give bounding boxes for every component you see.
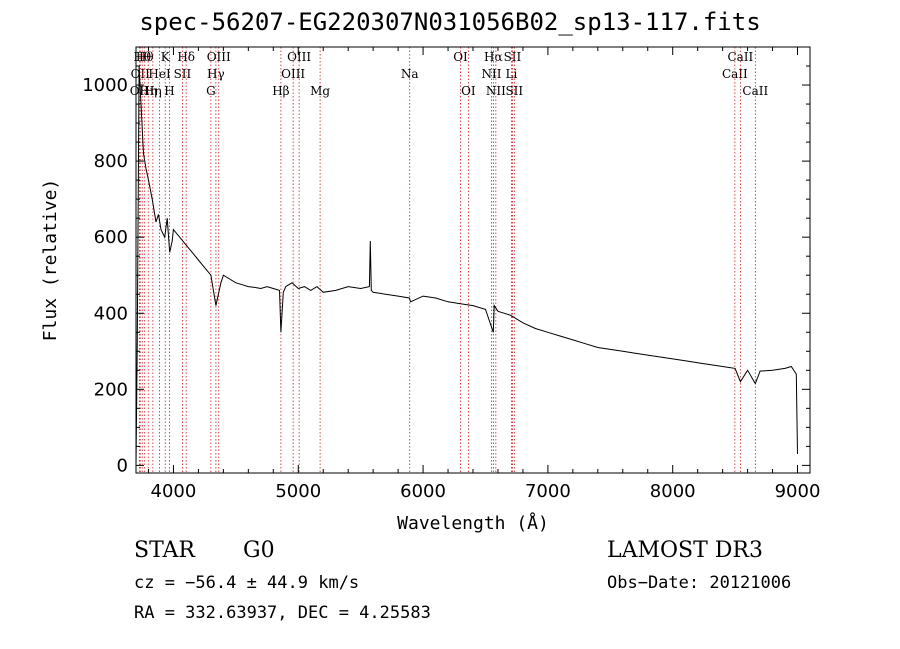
x-tick-label-2: 6000 <box>400 481 446 502</box>
line-label-29: CaII <box>742 84 768 98</box>
line-label-28: CaII <box>727 50 753 64</box>
line-label-27: CaII <box>722 67 748 81</box>
x-tick-label-5: 9000 <box>775 481 821 502</box>
x-tick-label-0: 4000 <box>151 481 197 502</box>
line-label-7: K <box>161 50 171 64</box>
y-tick-label-1: 200 <box>94 379 128 400</box>
line-label-21: NII <box>481 67 501 81</box>
line-label-0: OII <box>130 84 150 98</box>
y-axis-label: Flux (relative) <box>40 179 61 342</box>
line-label-2: Hθ <box>133 50 151 64</box>
line-label-9: SII <box>174 67 192 81</box>
line-label-10: Hδ <box>177 50 195 64</box>
line-label-14: Hβ <box>272 84 289 98</box>
line-label-24: Li <box>506 67 518 81</box>
line-label-12: Hγ <box>207 67 225 81</box>
line-label-23: NII <box>486 84 506 98</box>
x-axis-label: Wavelength (Å) <box>397 512 549 534</box>
obs-date: Obs−Date: 20121006 <box>607 573 792 593</box>
object-class: STAR <box>134 538 195 563</box>
line-label-22: Hα <box>484 50 503 64</box>
coordinates-text: RA = 332.63937, DEC = 4.25583 <box>134 603 431 623</box>
y-tick-label-4: 800 <box>94 151 128 172</box>
line-label-17: Mg <box>310 84 330 98</box>
line-label-19: OI <box>453 50 468 64</box>
line-label-15: OIII <box>281 67 305 81</box>
redshift-text: cz = −56.4 ± 44.9 km/s <box>134 573 360 593</box>
line-label-5: Hη <box>144 84 162 98</box>
plot-frame <box>135 46 811 474</box>
series-group <box>135 65 798 466</box>
y-tick-label-3: 600 <box>94 227 128 248</box>
chart-title: spec-56207-EG220307N031056B02_sp13-117.f… <box>139 8 761 36</box>
spectral-line-markers: OIIOIIHθHθHηHηHeIKHSIIHδGHγOIIIHβOIIIOII… <box>130 47 768 473</box>
line-label-8: H <box>164 84 174 98</box>
line-label-6: HeI <box>148 67 171 81</box>
line-label-25: SII <box>504 50 522 64</box>
x-tick-label-4: 8000 <box>650 481 696 502</box>
x-axis: 4000 5000 6000 7000 8000 9000 <box>147 47 821 502</box>
line-label-4: Hη <box>139 84 157 98</box>
line-label-26: SII <box>505 84 523 98</box>
y-tick-label-0: 0 <box>117 455 128 476</box>
line-label-3: Hθ <box>136 50 154 64</box>
survey-name: LAMOST DR3 <box>607 538 763 563</box>
line-label-11: G <box>206 84 216 98</box>
line-label-20: OI <box>461 84 476 98</box>
x-tick-label-3: 7000 <box>525 481 571 502</box>
line-label-16: OIII <box>287 50 311 64</box>
line-label-13: OIII <box>207 50 231 64</box>
y-tick-label-5: 1000 <box>82 75 128 96</box>
line-label-1: OII <box>131 67 151 81</box>
y-axis: 0 200 400 600 800 1000 <box>82 46 810 476</box>
object-subclass: G0 <box>243 538 275 563</box>
y-tick-label-2: 400 <box>94 303 128 324</box>
spectrum-series-0 <box>135 65 798 466</box>
x-tick-label-1: 5000 <box>275 481 321 502</box>
line-label-18: Na <box>401 67 419 81</box>
